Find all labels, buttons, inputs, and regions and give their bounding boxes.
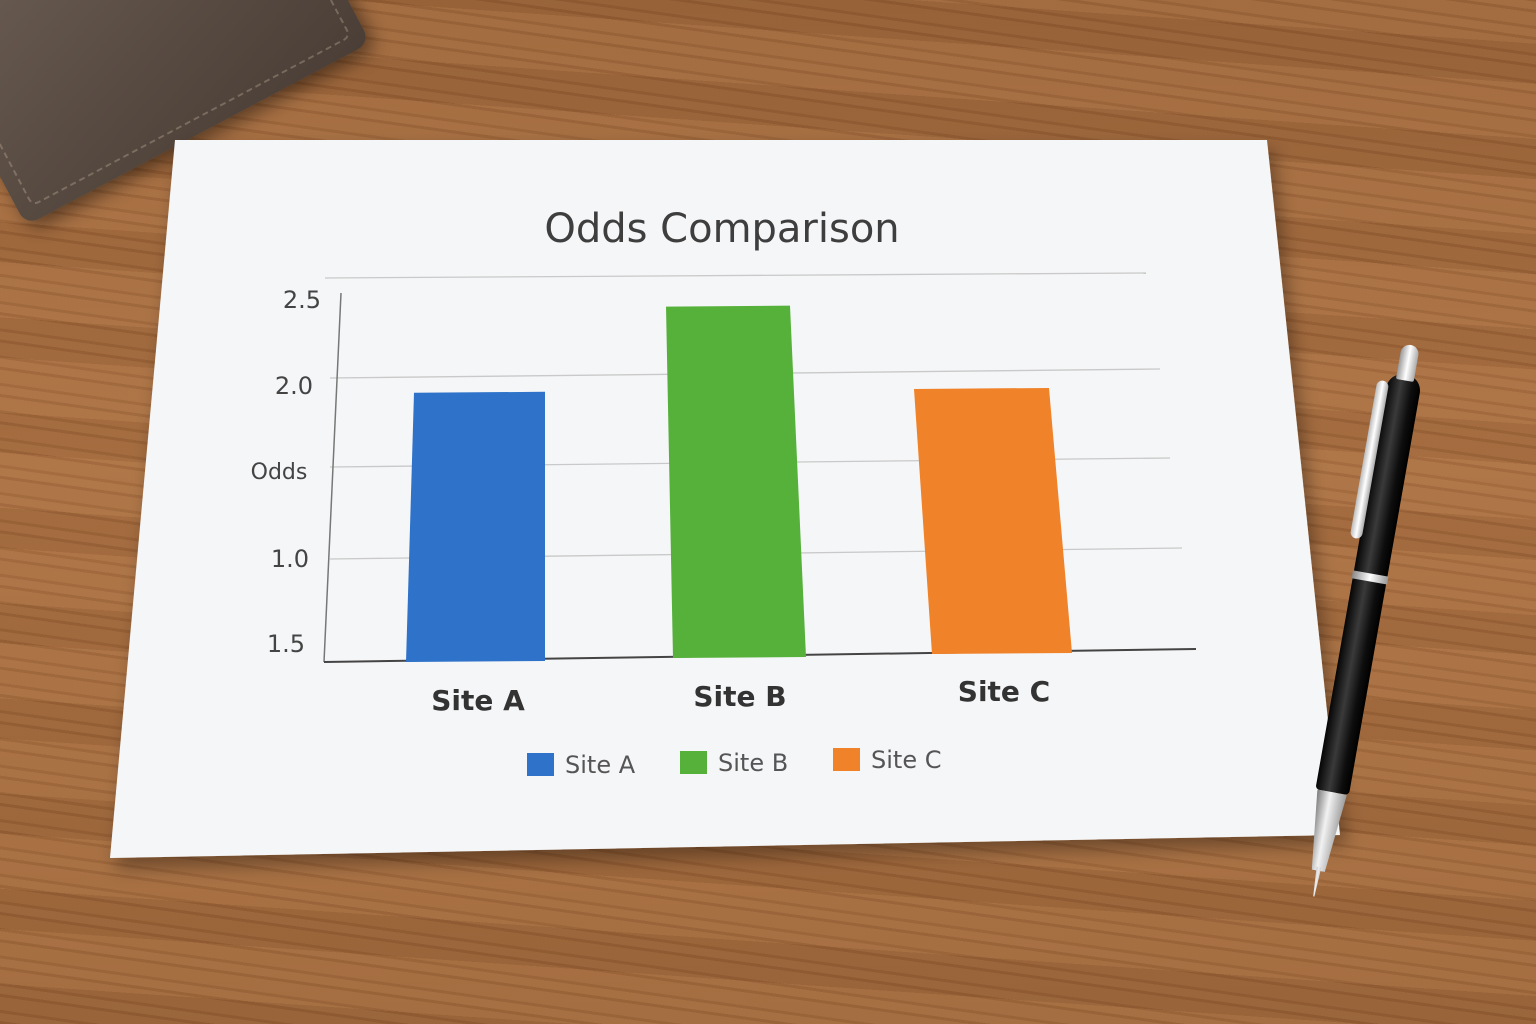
y-tick-label-0: 1.5 <box>267 630 305 658</box>
bars <box>406 305 1072 662</box>
notebook <box>0 0 371 226</box>
legend-swatch-1 <box>680 751 707 774</box>
category-labels: Site A Site B Site C <box>431 675 1050 717</box>
bar-site-c <box>914 387 1072 654</box>
gridline-0 <box>324 272 1147 279</box>
category-label-0: Site A <box>431 684 525 717</box>
y-tick-labels: 1.5 1.0 Odds 2.0 2.5 <box>251 286 321 658</box>
y-tick-label-3: 2.0 <box>275 372 313 400</box>
category-label-2: Site C <box>958 675 1050 708</box>
bar-site-a <box>406 391 545 662</box>
bar-site-b <box>666 305 806 658</box>
gridline-3 <box>329 547 1183 560</box>
legend-swatch-0 <box>527 753 554 776</box>
y-tick-label-4: 2.5 <box>283 286 321 314</box>
y-tick-label-2: Odds <box>251 460 308 485</box>
x-axis-line <box>323 648 1197 663</box>
gridline-1 <box>329 368 1161 379</box>
legend-swatch-2 <box>833 748 860 771</box>
legend-label-0: Site A <box>565 751 636 779</box>
y-axis-line <box>323 292 342 663</box>
legend: Site A Site B Site C <box>527 746 941 779</box>
gridlines <box>324 272 1183 560</box>
legend-label-2: Site C <box>871 746 941 774</box>
y-tick-label-1: 1.0 <box>271 545 309 573</box>
gridline-2 <box>329 457 1171 468</box>
category-label-1: Site B <box>693 680 786 713</box>
chart-title: Odds Comparison <box>544 206 899 252</box>
paper-background <box>110 140 1340 858</box>
legend-label-1: Site B <box>718 749 788 777</box>
pen <box>1291 341 1434 900</box>
